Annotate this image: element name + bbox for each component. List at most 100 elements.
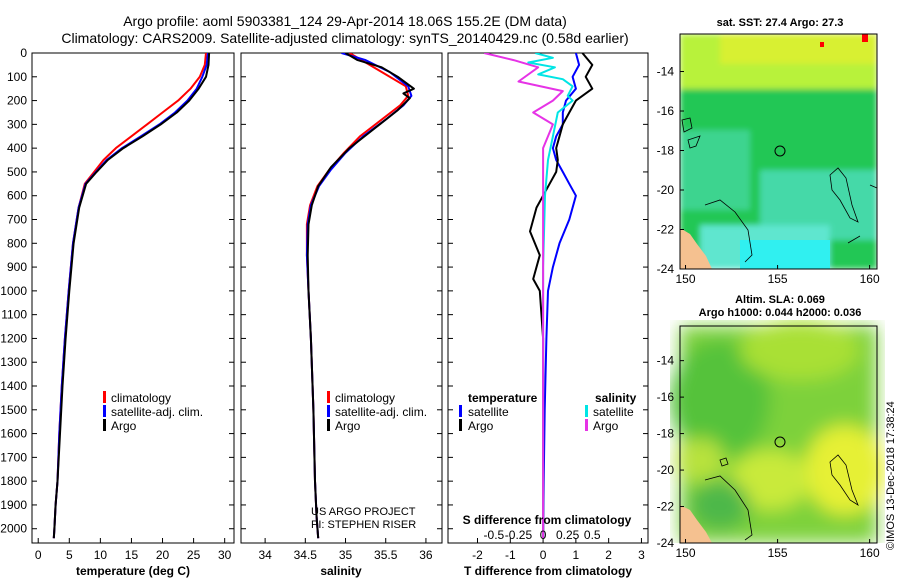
x-tick-label: 20 [156, 548, 170, 562]
sst-land [680, 228, 712, 269]
legend-satellite-swatch [103, 405, 106, 417]
sst-profile-marker [774, 145, 786, 157]
sla-high-2 [805, 425, 885, 515]
x-tick-label: 0 [540, 548, 547, 562]
salinity-legend: climatology satellite-adj. clim. Argo [327, 391, 427, 433]
sst-hot-pixel [862, 34, 868, 42]
map-y-tick-label: -20 [657, 463, 675, 477]
difference-s-xlabel: S difference from climatology [463, 513, 632, 527]
map-x-tick-label: 155 [768, 546, 788, 560]
map-y-tick-label: -14 [657, 65, 675, 79]
salinity-lines [305, 53, 415, 539]
depth-tick-label: 0 [20, 46, 27, 60]
map-y-tick-label: -18 [657, 427, 675, 441]
depth-tick-label: 200 [7, 94, 27, 108]
salinity-x-ticks: 34 34.5 35 35.5 36 [258, 538, 433, 562]
map-y-tick-label: -24 [657, 262, 675, 276]
sla-land [680, 505, 712, 543]
sla-map-title-line2: Argo h1000: 0.044 h2000: 0.036 [699, 307, 862, 319]
x-tick-label: -2 [472, 548, 483, 562]
figure-title-line2: Climatology: CARS2009. Satellite-adjuste… [61, 30, 628, 46]
sst-map-title: sat. SST: 27.4 Argo: 27.3 [717, 17, 844, 29]
series-line-argo [52, 53, 211, 539]
sla-map-title-line1: Altim. SLA: 0.069 [735, 294, 825, 306]
map-y-tick-label: -22 [657, 223, 675, 237]
x-tick-label: 36 [419, 548, 433, 562]
map-x-tick-label: 160 [860, 546, 880, 560]
s-tick-label: -0.5 [484, 528, 505, 542]
legend-s-satellite-swatch [585, 405, 588, 417]
series-line-satellite-adj-clim- [52, 53, 209, 539]
s-tick-label: -0.25 [505, 528, 533, 542]
depth-tick-label: 1300 [0, 355, 27, 369]
legend-s-argo-label: Argo [593, 419, 619, 433]
legend-s-satellite-label: satellite [593, 405, 634, 419]
series-line-climatology [305, 53, 410, 539]
salinity-panel: 34 34.5 35 35.5 36 salinity climatology sate… [240, 52, 443, 578]
x-tick-label: 0 [35, 548, 42, 562]
depth-tick-label: 1000 [0, 284, 27, 298]
depth-tick-label: 1800 [0, 474, 27, 488]
depth-tick-label: 900 [7, 260, 27, 274]
salinity-axes-box [240, 52, 443, 544]
depth-tick-label: 800 [7, 236, 27, 250]
difference-panel: -2 -1 0 1 2 3 T difference from climatology S… [447, 52, 649, 578]
map-x-tick-label: 160 [860, 272, 880, 286]
depth-tick-label: 700 [7, 213, 27, 227]
map-y-tick-label: -22 [657, 500, 675, 514]
sst-cyan-patch [740, 240, 830, 269]
legend-salinity-title: salinity [595, 391, 637, 405]
sst-map-frame [679, 33, 878, 270]
legend-argo-label: Argo [335, 419, 361, 433]
x-tick-label: 3 [638, 548, 645, 562]
series-line-satellite-adj-clim- [305, 53, 413, 539]
legend-climatology-swatch [103, 391, 106, 403]
map-y-tick-label: -18 [657, 144, 675, 158]
x-tick-label: 35.5 [374, 548, 398, 562]
difference-s-ticks: -0.5 -0.25 0 0.25 0.5 [484, 528, 601, 542]
difference-legend: temperature satellite Argo salinity sate… [459, 391, 637, 433]
legend-climatology-label: climatology [335, 391, 395, 405]
depth-tick-label: 1200 [0, 331, 27, 345]
series-line-temperature-argo [529, 53, 594, 539]
x-tick-label: 30 [218, 548, 232, 562]
difference-x-ticks: -2 -1 0 1 2 3 [472, 538, 645, 562]
sla-field [670, 320, 885, 543]
sla-low-2 [690, 480, 750, 530]
temperature-panel: 0 5 10 15 20 25 30 temperature (deg C) climato… [31, 52, 235, 578]
depth-tick-label: 100 [7, 70, 27, 84]
sla-low-1 [670, 340, 770, 460]
x-tick-label: -1 [505, 548, 516, 562]
x-tick-label: 1 [573, 548, 580, 562]
depth-tick-label: 1900 [0, 498, 27, 512]
sst-warm-core [720, 34, 877, 64]
series-line-salinity-satellite [527, 53, 574, 539]
sst-mid-patch [680, 130, 750, 210]
x-tick-label: 35 [339, 548, 353, 562]
map-y-tick-label: -20 [657, 183, 675, 197]
legend-satellite-label: satellite-adj. clim. [335, 405, 427, 419]
difference-t-xlabel: T difference from climatology [464, 564, 632, 578]
legend-temperature-title: temperature [468, 391, 538, 405]
depth-tick-label: 1100 [1, 308, 27, 322]
x-tick-label: 34.5 [294, 548, 318, 562]
sla-high-3 [730, 450, 810, 510]
legend-t-argo-swatch [459, 419, 462, 431]
sla-high-1 [740, 320, 860, 380]
legend-climatology-label: climatology [111, 391, 171, 405]
s-tick-label: 0.5 [584, 528, 601, 542]
depth-tick-label: 1600 [0, 427, 27, 441]
depth-tick-label: 1500 [0, 403, 27, 417]
legend-t-satellite-label: satellite [468, 405, 509, 419]
map-y-tick-label: -16 [657, 104, 675, 118]
legend-argo-swatch [327, 419, 330, 431]
temperature-legend: climatology satellite-adj. clim. Argo [103, 391, 203, 433]
depth-tick-label: 1400 [0, 379, 27, 393]
depth-tick-label: 2000 [0, 522, 27, 536]
temperature-y-tickmarks [32, 52, 234, 530]
x-tick-label: 34 [258, 548, 272, 562]
series-line-argo [306, 53, 415, 539]
series-line-salinity-argo [483, 53, 564, 539]
depth-tick-label: 1700 [0, 450, 27, 464]
sst-coastlines [681, 117, 878, 263]
